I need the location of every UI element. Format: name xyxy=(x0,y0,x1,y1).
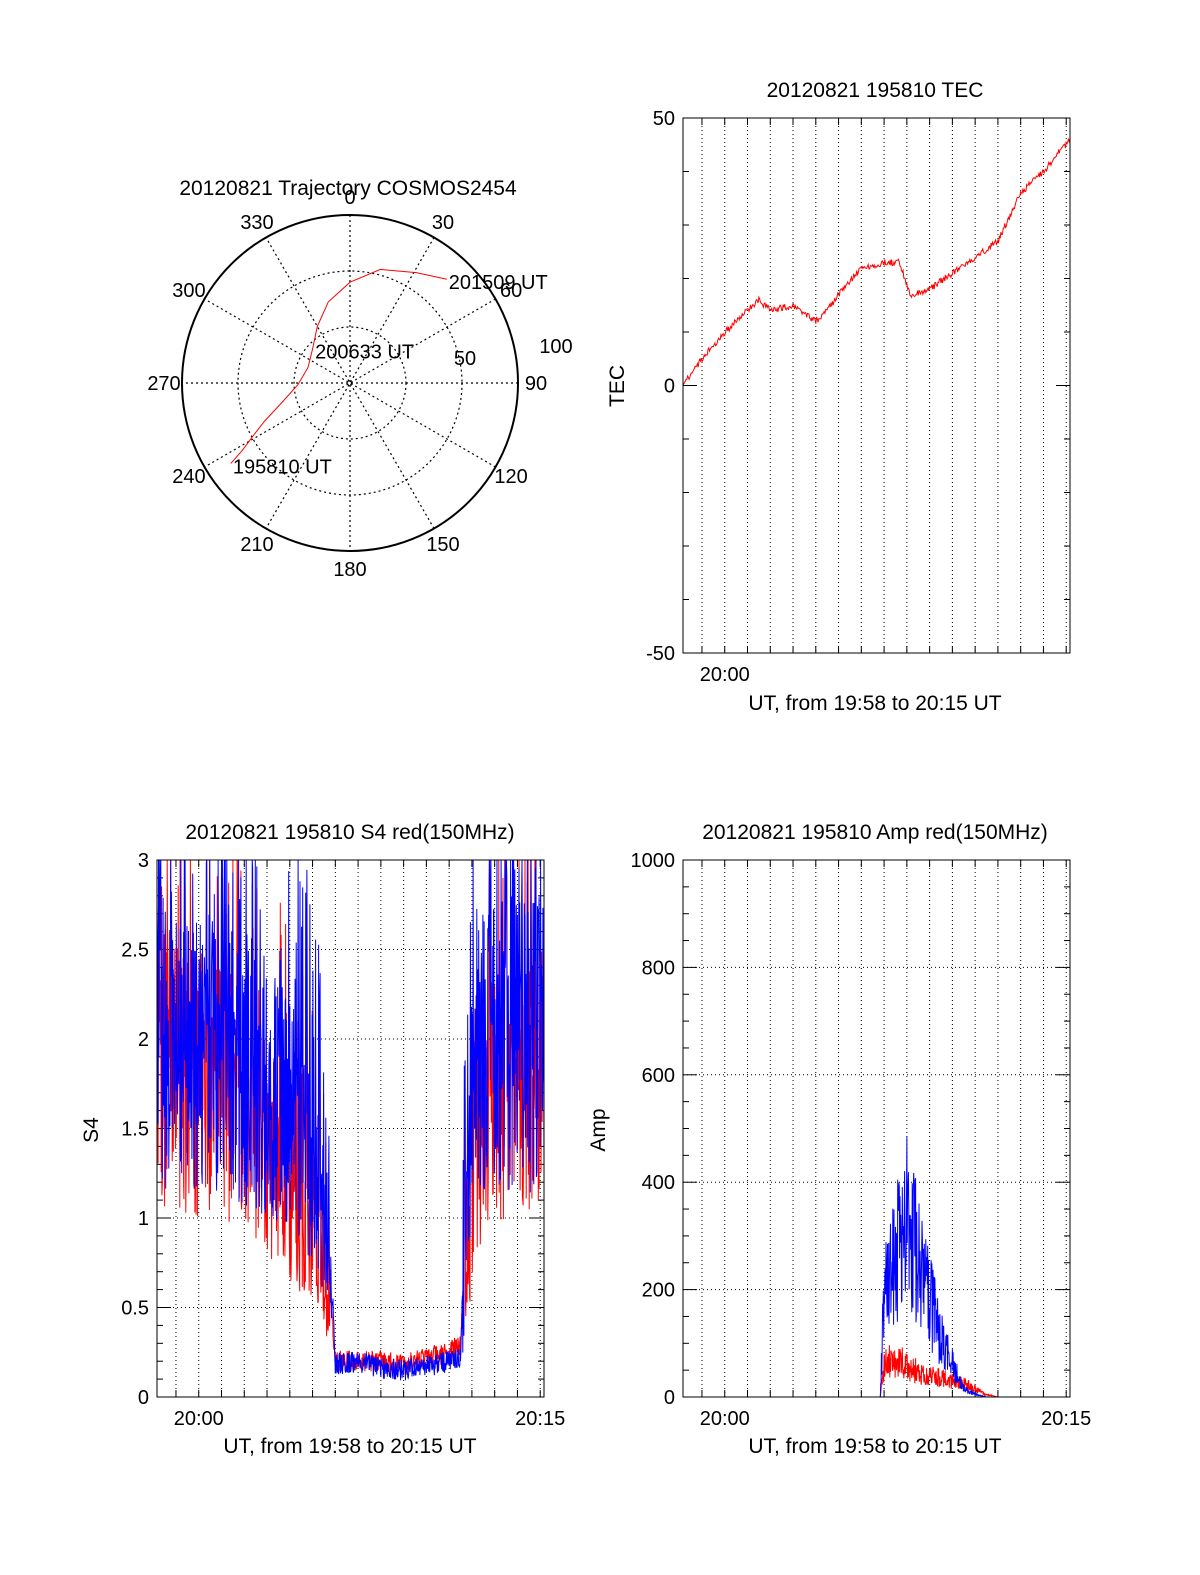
amp-plot: 20120821 195810 Amp red(150MHz) 0 200 400 6… xyxy=(587,821,1091,1458)
azimuth-spoke xyxy=(265,237,435,529)
azimuth-spoke xyxy=(204,298,496,468)
trajectory-plot: 20120821 Trajectory COSMOS2454 0 30 60 90 12… xyxy=(147,177,572,581)
y-tick-label: 0 xyxy=(138,1387,149,1409)
y-tick-label: 2.5 xyxy=(121,940,149,962)
y-tick-label: 0 xyxy=(664,376,675,398)
tec-frame xyxy=(682,117,1071,654)
tec-plot: 20120821 195810 TEC -50 0 50 20:00 UT, from… xyxy=(606,79,1071,715)
s4-series xyxy=(156,859,545,1381)
tec-title: 20120821 195810 TEC xyxy=(767,79,984,102)
y-tick-label: 800 xyxy=(642,957,675,979)
tec-series xyxy=(682,138,1071,386)
y-tick-label: 600 xyxy=(642,1065,675,1087)
azimuth-label: 30 xyxy=(432,212,454,234)
y-tick-label: 400 xyxy=(642,1172,675,1194)
x-tick-label: 20:00 xyxy=(700,1408,750,1430)
amp-ylabel: Amp xyxy=(587,1108,610,1151)
red-series-line xyxy=(682,138,1071,386)
y-tick-label: 1 xyxy=(138,1208,149,1230)
s4-title: 20120821 195810 S4 red(150MHz) xyxy=(185,821,514,844)
s4-ylabel: S4 xyxy=(80,1117,103,1143)
x-tick-label: 20:00 xyxy=(174,1408,224,1430)
azimuth-label: 60 xyxy=(500,280,522,302)
elevation-ring-label: 50 xyxy=(454,348,476,370)
azimuth-label: 330 xyxy=(240,212,273,234)
s4-frame xyxy=(156,859,545,1398)
y-tick-label: 50 xyxy=(653,108,675,130)
s4-xlabel: UT, from 19:58 to 20:15 UT xyxy=(223,1435,476,1458)
trajectory-time-label: 201509 UT xyxy=(449,272,548,294)
amp-frame xyxy=(682,859,1071,1398)
elevation-ring-label: 100 xyxy=(539,336,572,358)
x-tick-label: 20:00 xyxy=(700,664,750,686)
tec-xlabel: UT, from 19:58 to 20:15 UT xyxy=(748,692,1001,715)
amp-xlabel: UT, from 19:58 to 20:15 UT xyxy=(748,1435,1001,1458)
trajectory-annotations: 195810 UT 200633 UT 201509 UT xyxy=(233,272,548,478)
azimuth-label: 270 xyxy=(147,373,180,395)
trajectory-time-label: 200633 UT xyxy=(315,342,414,364)
amp-title: 20120821 195810 Amp red(150MHz) xyxy=(702,821,1048,844)
azimuth-label: 0 xyxy=(344,187,355,209)
y-tick-label: 0.5 xyxy=(121,1298,149,1320)
azimuth-label: 180 xyxy=(333,559,366,581)
tec-ylabel: TEC xyxy=(606,365,629,407)
azimuth-spoke xyxy=(204,298,496,468)
trajectory-time-label: 195810 UT xyxy=(233,456,332,478)
x-tick-label: 20:15 xyxy=(1041,1408,1091,1430)
trajectory-track xyxy=(230,268,447,464)
amp-ticks: 0 200 400 600 800 1000 20:00 20:15 xyxy=(631,850,1092,1430)
trajectory-title: 20120821 Trajectory COSMOS2454 xyxy=(179,177,517,200)
tec-ticks: -50 0 50 20:00 xyxy=(646,108,1070,686)
s4-plot: 20120821 195810 S4 red(150MHz) 0 0.5 1 1.5 2… xyxy=(80,821,565,1458)
blue-series-line xyxy=(683,1136,1070,1398)
azimuth-label: 210 xyxy=(240,534,273,556)
azimuth-label: 120 xyxy=(494,466,527,488)
y-tick-label: 2 xyxy=(138,1029,149,1051)
y-tick-label: 0 xyxy=(664,1387,675,1409)
red-series-line xyxy=(683,1345,1070,1398)
x-tick-label: 20:15 xyxy=(515,1408,565,1430)
azimuth-labels: 0 30 60 90 120 150 180 210 240 270 300 330 xyxy=(147,187,547,581)
azimuth-label: 150 xyxy=(426,534,459,556)
y-tick-label: 3 xyxy=(138,850,149,872)
y-tick-label: -50 xyxy=(646,643,675,665)
y-tick-label: 200 xyxy=(642,1280,675,1302)
azimuth-label: 90 xyxy=(525,373,547,395)
azimuth-spoke xyxy=(265,237,435,529)
azimuth-label: 300 xyxy=(172,280,205,302)
amp-series xyxy=(683,1136,1070,1398)
amp-grid xyxy=(683,860,1070,1397)
tec-grid xyxy=(701,118,1067,653)
y-tick-label: 1.5 xyxy=(121,1119,149,1141)
azimuth-label: 240 xyxy=(172,466,205,488)
blue-series-line xyxy=(156,859,545,1381)
y-tick-label: 1000 xyxy=(631,850,676,872)
polar-grid xyxy=(181,214,519,552)
